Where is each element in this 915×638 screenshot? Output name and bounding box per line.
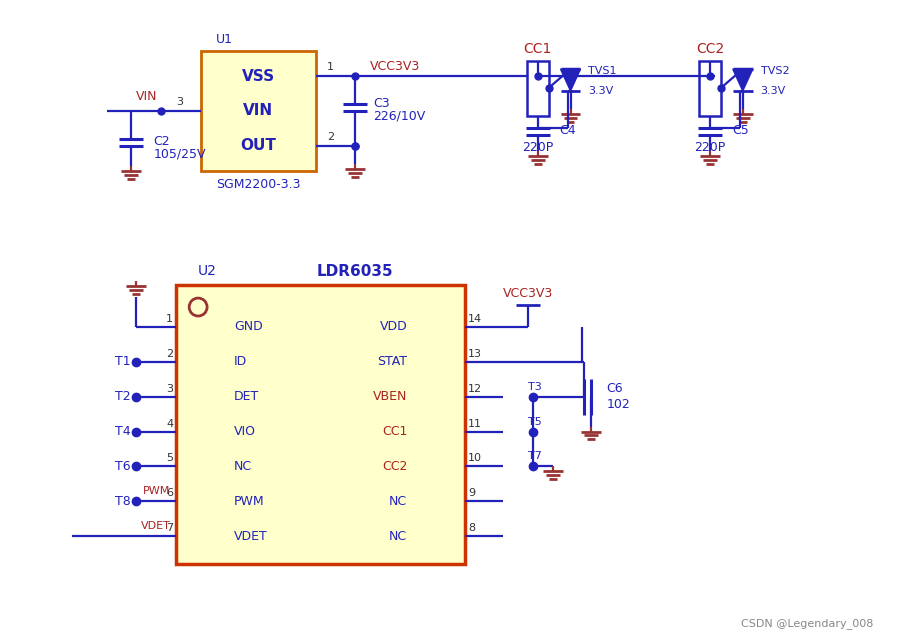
Text: T2: T2: [114, 390, 131, 403]
Text: VDET: VDET: [142, 521, 171, 531]
Text: 14: 14: [468, 314, 482, 324]
Text: 12: 12: [468, 383, 482, 394]
Text: 10: 10: [468, 454, 482, 463]
Text: VCC3V3: VCC3V3: [371, 59, 420, 73]
Text: STAT: STAT: [377, 355, 407, 368]
Text: SGM2200-3.3: SGM2200-3.3: [216, 178, 301, 191]
Text: 4: 4: [167, 419, 173, 429]
Text: VCC3V3: VCC3V3: [502, 286, 553, 300]
Text: U1: U1: [216, 33, 233, 46]
Text: VBEN: VBEN: [372, 390, 407, 403]
Text: 7: 7: [167, 523, 173, 533]
Text: 6: 6: [167, 488, 173, 498]
Text: NC: NC: [389, 530, 407, 542]
Text: C6: C6: [607, 382, 623, 395]
Polygon shape: [733, 69, 753, 91]
Text: OUT: OUT: [241, 138, 276, 153]
Text: VIN: VIN: [135, 91, 157, 103]
Text: TVS2: TVS2: [760, 66, 790, 76]
Text: 3: 3: [167, 383, 173, 394]
Text: 102: 102: [607, 398, 630, 411]
Text: 2: 2: [167, 349, 173, 359]
Text: 8: 8: [468, 523, 475, 533]
Text: 3: 3: [176, 97, 183, 107]
Text: T3: T3: [528, 382, 542, 392]
Text: VIN: VIN: [243, 103, 274, 119]
Text: T8: T8: [114, 494, 131, 508]
Text: PWM: PWM: [143, 486, 170, 496]
Text: VDET: VDET: [234, 530, 268, 542]
Text: C5: C5: [732, 124, 748, 137]
Text: 220P: 220P: [522, 141, 554, 154]
Bar: [527, 61, 549, 116]
Text: VIO: VIO: [234, 425, 256, 438]
Text: C4: C4: [560, 124, 576, 137]
Text: TVS1: TVS1: [588, 66, 617, 76]
Text: 220P: 220P: [694, 141, 726, 154]
Text: 11: 11: [468, 419, 482, 429]
Text: DET: DET: [234, 390, 259, 403]
Text: C2: C2: [154, 135, 170, 148]
Text: T1: T1: [114, 355, 131, 368]
Polygon shape: [561, 69, 580, 91]
Bar: [177, 285, 465, 564]
Text: 13: 13: [468, 349, 482, 359]
Text: 5: 5: [167, 454, 173, 463]
Text: NC: NC: [234, 460, 253, 473]
Text: 226/10V: 226/10V: [373, 109, 425, 122]
Text: CC2: CC2: [695, 42, 724, 56]
Text: PWM: PWM: [234, 494, 264, 508]
Text: 9: 9: [468, 488, 475, 498]
Text: CC2: CC2: [382, 460, 407, 473]
Text: CSDN @Legendary_008: CSDN @Legendary_008: [741, 618, 873, 629]
Text: T7: T7: [528, 452, 542, 461]
Text: T6: T6: [114, 460, 131, 473]
Bar: [201, 51, 316, 170]
Text: CC1: CC1: [523, 42, 552, 56]
Text: 1: 1: [167, 314, 173, 324]
Bar: [699, 61, 721, 116]
Text: GND: GND: [234, 320, 263, 334]
Text: 3.3V: 3.3V: [588, 86, 614, 96]
Text: LDR6035: LDR6035: [317, 263, 393, 279]
Text: T4: T4: [114, 425, 131, 438]
Text: 2: 2: [327, 132, 334, 142]
Text: 1: 1: [327, 62, 334, 72]
Text: VSS: VSS: [242, 68, 274, 84]
Text: ID: ID: [234, 355, 247, 368]
Text: C3: C3: [373, 98, 390, 110]
Text: U2: U2: [199, 264, 217, 278]
Text: VDD: VDD: [380, 320, 407, 334]
Text: T5: T5: [528, 417, 542, 427]
Text: CC1: CC1: [382, 425, 407, 438]
Text: 105/25V: 105/25V: [154, 147, 206, 160]
Text: NC: NC: [389, 494, 407, 508]
Text: 3.3V: 3.3V: [760, 86, 786, 96]
